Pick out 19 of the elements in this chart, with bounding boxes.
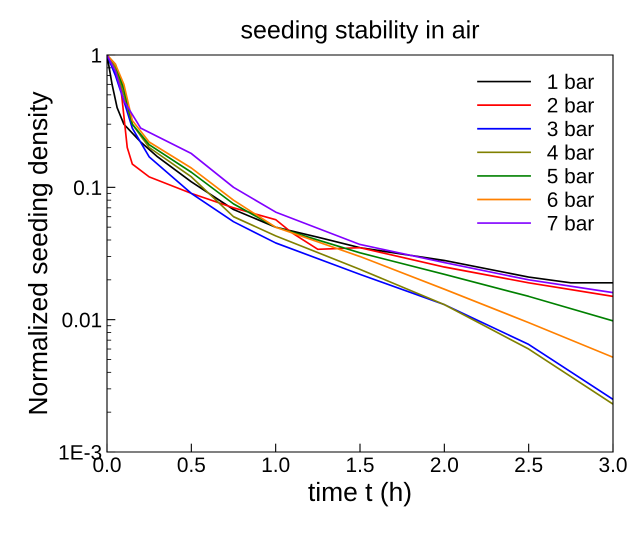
legend-label: 3 bar: [548, 120, 594, 136]
legend-label: 1 bar: [548, 74, 594, 90]
legend-label: 5 bar: [548, 168, 594, 184]
x-tick-label: 3.0: [599, 457, 627, 472]
y-tick-label: 1: [92, 48, 102, 63]
x-tick-label: 2.0: [430, 457, 458, 472]
y-tick-label: 0.01: [62, 312, 102, 328]
legend-label: 6 bar: [548, 192, 594, 207]
chart-title: seeding stability in air: [241, 20, 480, 44]
x-tick-label: 1.5: [347, 458, 374, 472]
x-tick-label: 1.0: [262, 457, 290, 472]
legend-label: 2 bar: [548, 97, 594, 113]
y-tick-label: 0.1: [74, 180, 102, 196]
y-axis-title: Normalized seeding density: [28, 91, 53, 414]
legend-label: 4 bar: [547, 144, 594, 160]
legend-label: 7 bar: [548, 215, 594, 231]
x-axis-title: time t (h): [308, 482, 410, 506]
x-tick-label: 0.5: [178, 457, 205, 472]
x-tick-label: 2.5: [515, 457, 542, 472]
